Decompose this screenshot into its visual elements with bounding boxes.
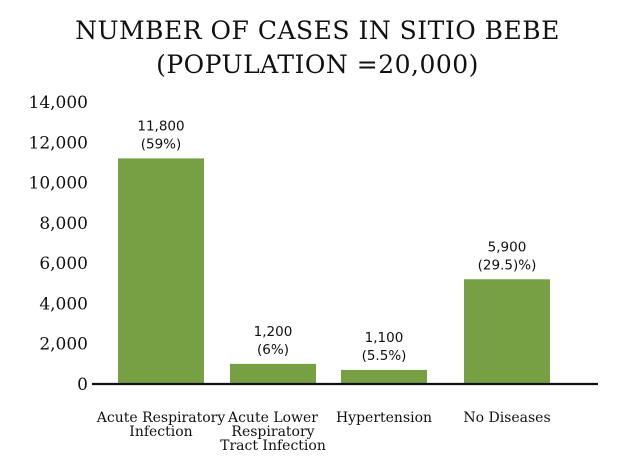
data-label: (6%) [257,342,289,358]
data-label: 11,800 [137,118,184,134]
x-category-label: Infection [129,424,192,440]
y-tick-label: 2,000 [39,335,88,355]
x-category-label: Respiratory [231,424,314,440]
x-category-label: No Diseases [463,410,550,426]
data-label: (5.5%) [362,348,407,364]
x-category-label: Acute Lower [227,410,318,426]
y-tick-label: 8,000 [39,214,88,234]
data-label: 1,200 [254,324,293,340]
y-tick-label: 10,000 [29,174,88,194]
chart-title-line-1: NUMBER OF CASES IN SITIO BEBE [75,16,560,45]
y-tick-label: 0 [77,375,88,395]
bar [464,279,550,384]
y-tick-label: 12,000 [29,133,88,153]
data-label: (29.5)%) [478,257,537,273]
y-tick-label: 14,000 [29,93,88,113]
y-tick-label: 6,000 [39,254,88,274]
bar [230,363,316,384]
data-label: 5,900 [488,239,527,255]
y-tick-label: 4,000 [39,294,88,314]
bar [341,369,427,384]
chart-title-line-2: (POPULATION =20,000) [156,50,479,79]
chart-title: NUMBER OF CASES IN SITIO BEBE (POPULATIO… [0,14,635,82]
data-label: 1,100 [365,330,404,346]
x-category-label: Hypertension [336,410,432,426]
x-category-label: Acute Respiratory [96,410,226,426]
data-label: (59%) [141,136,182,152]
x-category-label: Tract Infection [220,438,326,454]
bar [118,158,204,384]
